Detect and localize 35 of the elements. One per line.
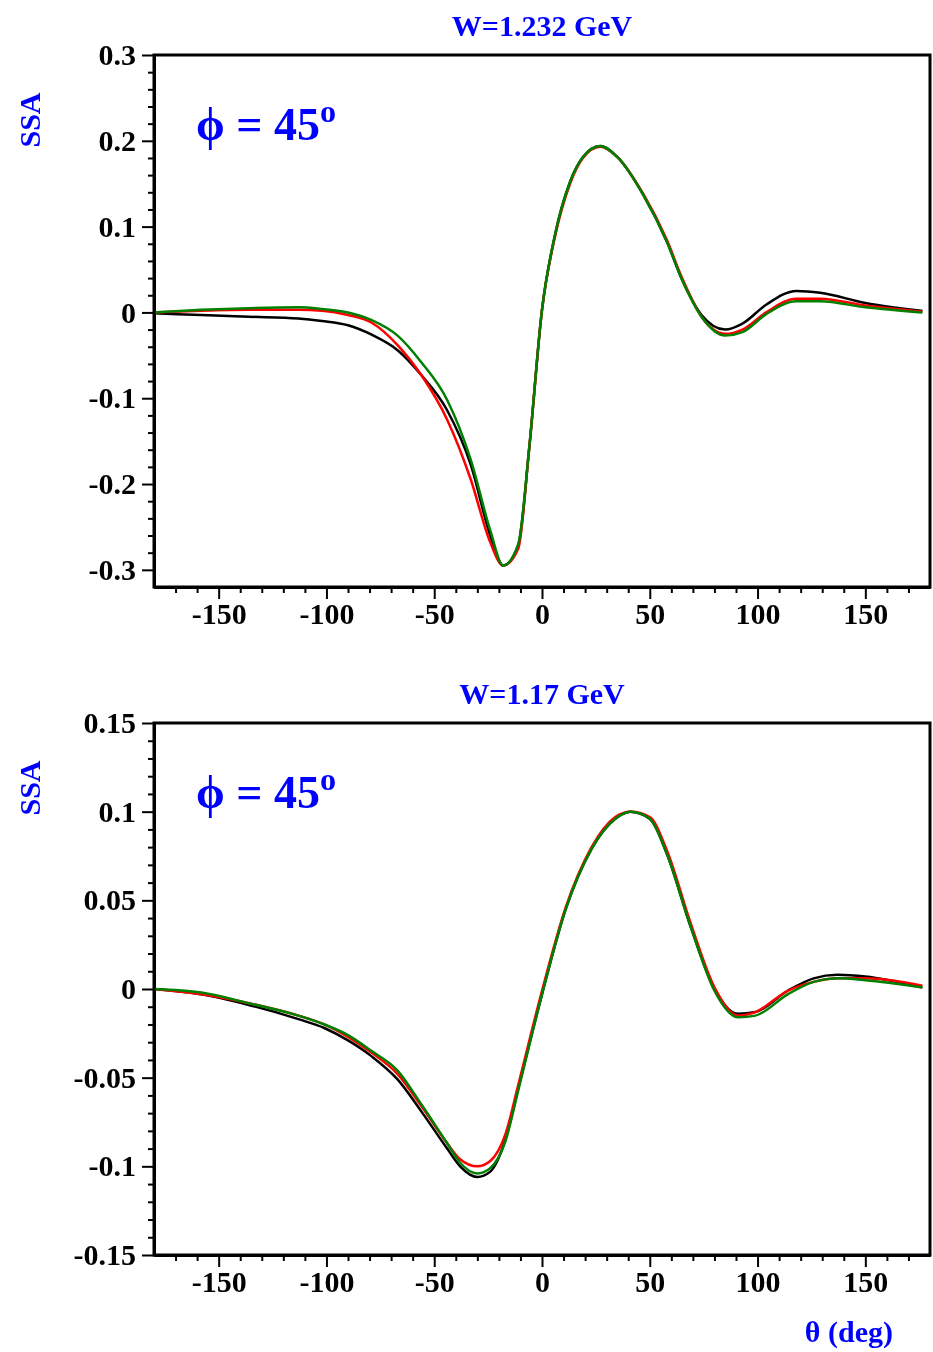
x-tick-label: 100: [735, 1265, 781, 1299]
x-tick-label: -150: [191, 1265, 247, 1299]
x-tick-label: -100: [299, 597, 355, 631]
x-tick-label: 100: [735, 597, 781, 631]
y-tick-label: 0: [121, 295, 136, 329]
annotation: ϕ = 45$^{o}$: [196, 761, 337, 818]
y-tick-label: -0.1: [88, 1149, 136, 1183]
y-tick-label: 0.1: [98, 209, 136, 243]
y-tick-label: -0.3: [88, 552, 136, 586]
y-tick-label: -0.1: [88, 381, 136, 415]
x-tick-label: -100: [299, 1265, 355, 1299]
chart-title: W=1.17 GeV: [459, 677, 626, 710]
y-tick-label: -0.15: [73, 1238, 136, 1272]
y-tick-label: 0.05: [83, 883, 136, 917]
x-tick-label: 150: [843, 1265, 889, 1299]
y-axis-title: SSA: [13, 92, 46, 148]
x-tick-label: -150: [191, 597, 247, 631]
y-tick-label: 0.3: [98, 38, 136, 72]
chart-title: W=1.232 GeV: [451, 9, 633, 42]
y-tick-label: 0.2: [98, 123, 136, 157]
y-axis-title: SSA: [13, 760, 46, 816]
x-tick-label: -50: [414, 597, 455, 631]
x-tick-label: -50: [414, 1265, 455, 1299]
x-tick-label: 50: [635, 1265, 666, 1299]
y-tick-label: 0: [121, 972, 136, 1006]
x-tick-label: 50: [635, 597, 666, 631]
y-tick-label: 0.1: [98, 794, 136, 828]
annotation: ϕ = 45$^{o}$: [196, 93, 337, 150]
x-tick-label: 150: [843, 597, 889, 631]
y-tick-label: -0.05: [73, 1060, 136, 1094]
x-tick-label: 0: [535, 1265, 550, 1299]
y-tick-label: 0.15: [83, 706, 136, 740]
y-tick-label: -0.2: [88, 467, 136, 501]
x-tick-label: 0: [535, 597, 550, 631]
x-axis-title: θ (deg): [804, 1315, 893, 1349]
